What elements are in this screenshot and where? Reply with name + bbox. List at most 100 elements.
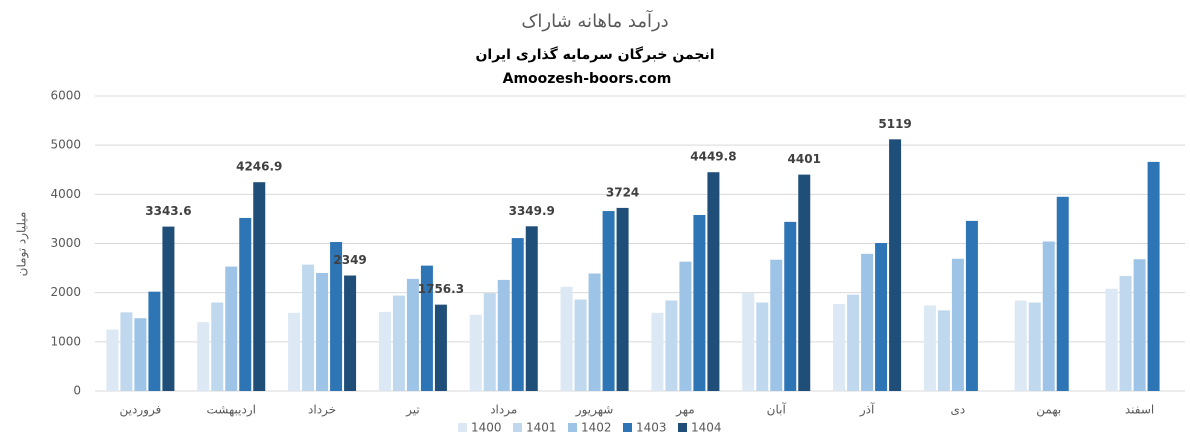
bar bbox=[1133, 259, 1146, 391]
bar bbox=[420, 265, 433, 391]
bar bbox=[330, 242, 343, 391]
bar bbox=[861, 253, 874, 391]
bar bbox=[1119, 275, 1132, 391]
bar bbox=[211, 302, 224, 391]
x-tick-label: آذر bbox=[859, 402, 875, 418]
bar bbox=[937, 310, 950, 391]
legend-label: 1403 bbox=[636, 421, 667, 435]
bar bbox=[889, 139, 902, 391]
bar bbox=[302, 264, 315, 391]
bar bbox=[378, 311, 391, 391]
bar bbox=[497, 279, 510, 391]
bar bbox=[847, 294, 860, 391]
bar bbox=[162, 226, 175, 391]
bar bbox=[511, 238, 524, 391]
x-tick-label: خرداد bbox=[308, 403, 336, 418]
legend-swatch bbox=[623, 423, 632, 432]
bar bbox=[316, 273, 329, 391]
bar bbox=[120, 312, 133, 391]
legend-swatch bbox=[568, 423, 577, 432]
chart-subtitle: انجمن خبرگان سرمایه گذاری ایران bbox=[475, 46, 714, 63]
bar bbox=[679, 261, 692, 391]
bar bbox=[239, 217, 252, 391]
chart-title: درآمد ماهانه شاراک bbox=[521, 9, 668, 32]
bar bbox=[1014, 300, 1027, 391]
bar bbox=[770, 259, 783, 391]
legend-swatch bbox=[458, 423, 467, 432]
bar bbox=[616, 207, 629, 391]
y-tick-label: 4000 bbox=[50, 187, 81, 201]
bar bbox=[756, 302, 769, 391]
x-tick-label: مهر bbox=[675, 403, 695, 418]
bar bbox=[798, 174, 811, 391]
y-tick-label: 5000 bbox=[50, 138, 81, 152]
bar bbox=[197, 322, 210, 391]
bar bbox=[406, 278, 419, 391]
bar bbox=[951, 258, 964, 391]
bar bbox=[560, 286, 573, 391]
bar bbox=[288, 312, 301, 391]
bar bbox=[225, 266, 238, 391]
bar bbox=[1042, 241, 1055, 391]
bar bbox=[1028, 302, 1041, 391]
data-label: 3343.6 bbox=[145, 204, 191, 218]
legend-swatch bbox=[513, 423, 522, 432]
bar bbox=[742, 292, 755, 391]
y-tick-label: 2000 bbox=[50, 285, 81, 299]
bar bbox=[392, 295, 405, 391]
y-tick-label: 0 bbox=[73, 384, 81, 398]
y-tick-label: 1000 bbox=[50, 334, 81, 348]
data-label: 3724 bbox=[606, 185, 639, 199]
data-label: 5119 bbox=[878, 117, 911, 131]
data-label: 2349 bbox=[333, 253, 366, 267]
bar bbox=[588, 273, 601, 391]
website: Amoozesh-boors.com bbox=[503, 71, 672, 87]
x-tick-label: شهریور bbox=[575, 403, 614, 418]
data-label: 4449.8 bbox=[690, 150, 736, 164]
bar bbox=[106, 329, 119, 391]
bar bbox=[707, 172, 720, 391]
data-label: 3349.9 bbox=[509, 204, 555, 218]
data-label: 4401 bbox=[788, 152, 821, 166]
legend-label: 1404 bbox=[691, 421, 722, 435]
bar bbox=[134, 318, 147, 391]
bar bbox=[1147, 161, 1160, 391]
bar bbox=[344, 275, 357, 391]
x-tick-label: بهمن bbox=[1036, 403, 1061, 418]
y-tick-label: 3000 bbox=[50, 236, 81, 250]
bar bbox=[525, 226, 538, 391]
bar bbox=[434, 304, 447, 391]
legend-swatch bbox=[678, 423, 687, 432]
bar bbox=[965, 220, 978, 391]
bar bbox=[483, 293, 496, 391]
data-label: 4246.9 bbox=[236, 160, 282, 174]
bar bbox=[923, 305, 936, 391]
bar bbox=[693, 214, 706, 391]
bar bbox=[651, 312, 664, 391]
data-label: 1756.3 bbox=[418, 282, 464, 296]
legend-label: 1400 bbox=[471, 421, 502, 435]
y-tick-label: 6000 bbox=[50, 89, 81, 103]
x-tick-label: دی bbox=[951, 403, 966, 417]
bar bbox=[784, 221, 797, 391]
bar bbox=[148, 291, 161, 391]
x-tick-label: اسفند bbox=[1125, 403, 1154, 417]
bar bbox=[469, 314, 482, 391]
x-tick-label: اردیبهشت bbox=[207, 403, 256, 418]
bar bbox=[665, 300, 678, 391]
bar bbox=[253, 182, 266, 391]
bar bbox=[1105, 288, 1118, 391]
bar bbox=[1056, 196, 1069, 391]
x-tick-label: تیر bbox=[405, 403, 420, 418]
legend-label: 1401 bbox=[526, 421, 557, 435]
bar bbox=[602, 211, 615, 391]
x-tick-label: فروردین bbox=[120, 403, 162, 418]
bar bbox=[574, 299, 587, 391]
x-tick-label: مرداد bbox=[490, 403, 517, 418]
bar bbox=[833, 303, 846, 391]
bar bbox=[875, 243, 888, 391]
legend-label: 1402 bbox=[581, 421, 612, 435]
x-tick-label: آبان bbox=[767, 402, 787, 417]
y-axis-title: میلیارد تومان bbox=[15, 212, 30, 277]
